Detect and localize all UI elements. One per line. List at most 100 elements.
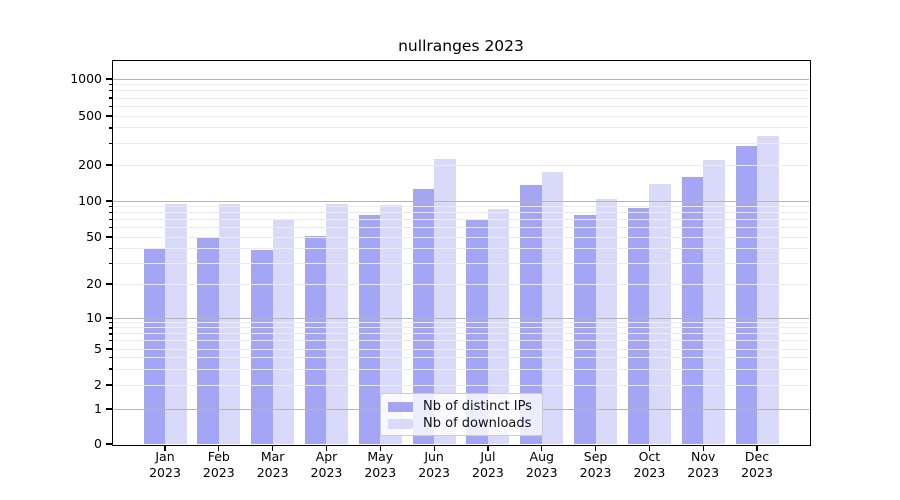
y-tick: [106, 115, 112, 117]
y-tick-label: 200: [78, 157, 102, 172]
bar-nb-of-downloads-feb: [218, 204, 241, 444]
y-tick: [106, 408, 112, 410]
bar-nb-of-downloads-dec: [757, 136, 779, 444]
x-tick-label: May 2023: [364, 449, 397, 480]
y-tick: [108, 368, 112, 370]
bar-nb-of-downloads-jan: [165, 203, 187, 444]
gridline: [113, 283, 809, 285]
bar-nb-of-downloads-oct: [649, 183, 671, 444]
gridline: [113, 236, 809, 238]
legend-label: Nb of distinct IPs: [423, 399, 532, 414]
legend-label: Nb of downloads: [423, 416, 532, 431]
y-tick: [106, 236, 112, 238]
y-tick: [106, 164, 112, 166]
x-tick-label: Aug 2023: [525, 449, 558, 480]
y-tick-label: 500: [78, 108, 102, 123]
y-tick: [106, 200, 112, 202]
y-tick: [108, 105, 112, 107]
y-tick: [108, 211, 112, 214]
bar-nb-of-downloads-apr: [326, 204, 348, 444]
bar-nb-of-distinct-ips-aug: [520, 184, 542, 444]
y-tick: [108, 226, 112, 229]
x-tick-label: Oct 2023: [633, 449, 666, 480]
x-tick-label: Dec 2023: [741, 449, 773, 480]
y-tick: [106, 78, 112, 80]
bar-nb-of-distinct-ips-jun: [412, 189, 435, 444]
gridline: [113, 327, 809, 329]
bar-nb-of-distinct-ips-jul: [466, 218, 488, 444]
legend-swatch-icon: [388, 418, 413, 429]
legend-item: Nb of distinct IPs: [388, 399, 534, 414]
y-tick-label: 20: [86, 276, 102, 291]
gridline: [113, 90, 809, 92]
y-tick: [106, 283, 112, 285]
gridline: [113, 247, 809, 249]
bar-nb-of-distinct-ips-dec: [735, 146, 758, 444]
gridline: [113, 205, 809, 207]
gridline: [113, 127, 809, 129]
gridline: [113, 219, 809, 221]
gridline: [113, 212, 809, 214]
gridline: [113, 200, 809, 202]
y-tick: [108, 90, 112, 92]
y-tick: [108, 247, 112, 250]
gridline: [113, 227, 809, 229]
bar-nb-of-downloads-sep: [595, 198, 618, 444]
y-tick: [106, 384, 112, 386]
y-tick-label: 2: [94, 377, 102, 392]
legend-swatch-icon: [388, 401, 413, 412]
y-tick-label: 1000: [70, 71, 102, 86]
x-tick: [594, 445, 597, 451]
x-tick-label: Apr 2023: [310, 449, 343, 480]
y-tick: [108, 262, 112, 264]
gridline: [113, 317, 809, 319]
y-tick: [108, 333, 112, 335]
bar-nb-of-distinct-ips-apr: [304, 235, 327, 444]
x-tick-label: Jun 2023: [418, 449, 450, 480]
gridline: [113, 105, 809, 107]
bar-nb-of-distinct-ips-sep: [574, 214, 596, 444]
chart-title: nullranges 2023: [398, 37, 524, 55]
y-tick: [106, 443, 112, 445]
x-tick-label: Nov 2023: [687, 449, 720, 480]
y-tick: [108, 327, 112, 329]
y-tick-label: 50: [86, 229, 102, 244]
y-tick: [108, 142, 112, 144]
gridline: [113, 322, 809, 324]
y-tick-label: 10: [86, 310, 102, 325]
x-tick-label: Jan 2023: [149, 449, 181, 480]
gridline: [113, 78, 809, 80]
bar-nb-of-distinct-ips-jan: [143, 248, 165, 444]
gridline: [113, 368, 809, 370]
bar-nb-of-distinct-ips-mar: [251, 249, 273, 444]
y-tick: [108, 205, 112, 208]
x-tick: [648, 445, 650, 451]
gridline: [113, 333, 809, 335]
x-tick: [756, 445, 758, 451]
x-tick: [272, 445, 274, 451]
y-tick-label: 100: [78, 193, 102, 208]
bar-nb-of-downloads-jun: [434, 158, 456, 444]
x-tick: [164, 445, 166, 451]
bar-nb-of-distinct-ips-nov: [681, 177, 704, 444]
y-tick: [106, 348, 112, 350]
bar-nb-of-downloads-nov: [703, 160, 725, 444]
x-tick: [218, 445, 220, 451]
x-tick: [541, 445, 543, 451]
legend: Nb of distinct IPs Nb of downloads: [380, 393, 543, 436]
gridline: [113, 357, 809, 359]
bar-nb-of-downloads-may: [380, 204, 402, 444]
gridline: [113, 142, 809, 144]
gridline: [113, 164, 809, 166]
y-tick-label: 0: [94, 436, 102, 451]
x-tick: [325, 445, 328, 451]
y-tick: [108, 357, 112, 359]
y-tick: [108, 340, 112, 342]
y-tick: [108, 97, 112, 99]
y-tick: [108, 322, 112, 324]
gridline: [113, 340, 809, 342]
x-tick-label: Feb 2023: [202, 449, 235, 480]
gridline: [113, 348, 809, 350]
gridline: [113, 115, 809, 117]
